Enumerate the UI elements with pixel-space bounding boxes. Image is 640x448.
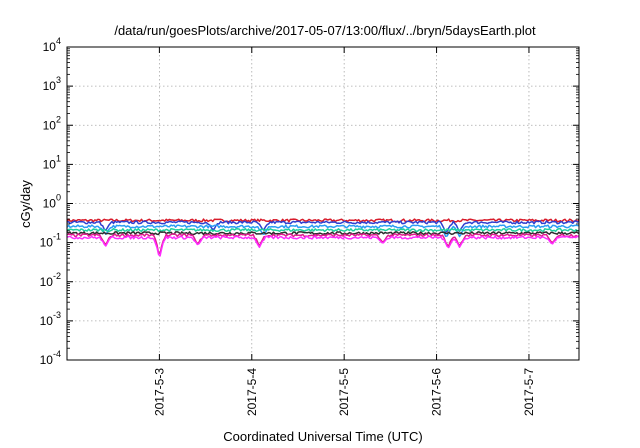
- x-tick-label: 2017-5-5: [337, 368, 351, 416]
- y-tick-label: 10-4: [40, 349, 61, 367]
- x-tick-labels: 2017-5-3 2017-5-4 2017-5-5 2017-5-6 2017-5-7: [152, 368, 536, 416]
- series-line-1: [66, 218, 580, 223]
- series-line-2: [66, 220, 580, 233]
- series-line-4: [66, 227, 580, 233]
- y-tick-labels: 10-4 10-3 10-2 10-1 100 101 102 103 104: [40, 36, 61, 367]
- x-tick-label: 2017-5-7: [522, 368, 536, 416]
- y-tick-label: 10-2: [40, 271, 61, 289]
- series-line-7: [66, 235, 580, 257]
- series-line-3: [66, 224, 580, 238]
- series-line-6: [66, 233, 580, 255]
- chart-title: /data/run/goesPlots/archive/2017-05-07/1…: [114, 23, 536, 38]
- x-tick-label: 2017-5-6: [430, 368, 444, 416]
- grid: [67, 47, 579, 360]
- y-tick-label: 10-1: [40, 232, 61, 250]
- y-tick-label: 10-3: [40, 310, 61, 328]
- x-tick-label: 2017-5-3: [152, 368, 166, 416]
- y-tick-label: 100: [43, 193, 61, 211]
- series-group: [66, 218, 580, 257]
- x-tick-label: 2017-5-4: [245, 368, 259, 416]
- ticks: [67, 46, 579, 361]
- y-axis-label: cGy/day: [18, 180, 33, 228]
- x-axis-label: Coordinated Universal Time (UTC): [223, 429, 422, 444]
- y-tick-label: 101: [43, 153, 61, 171]
- series-line-5: [66, 231, 580, 236]
- y-tick-label: 104: [43, 36, 61, 54]
- y-tick-label: 103: [43, 75, 61, 93]
- y-tick-label: 102: [43, 114, 61, 132]
